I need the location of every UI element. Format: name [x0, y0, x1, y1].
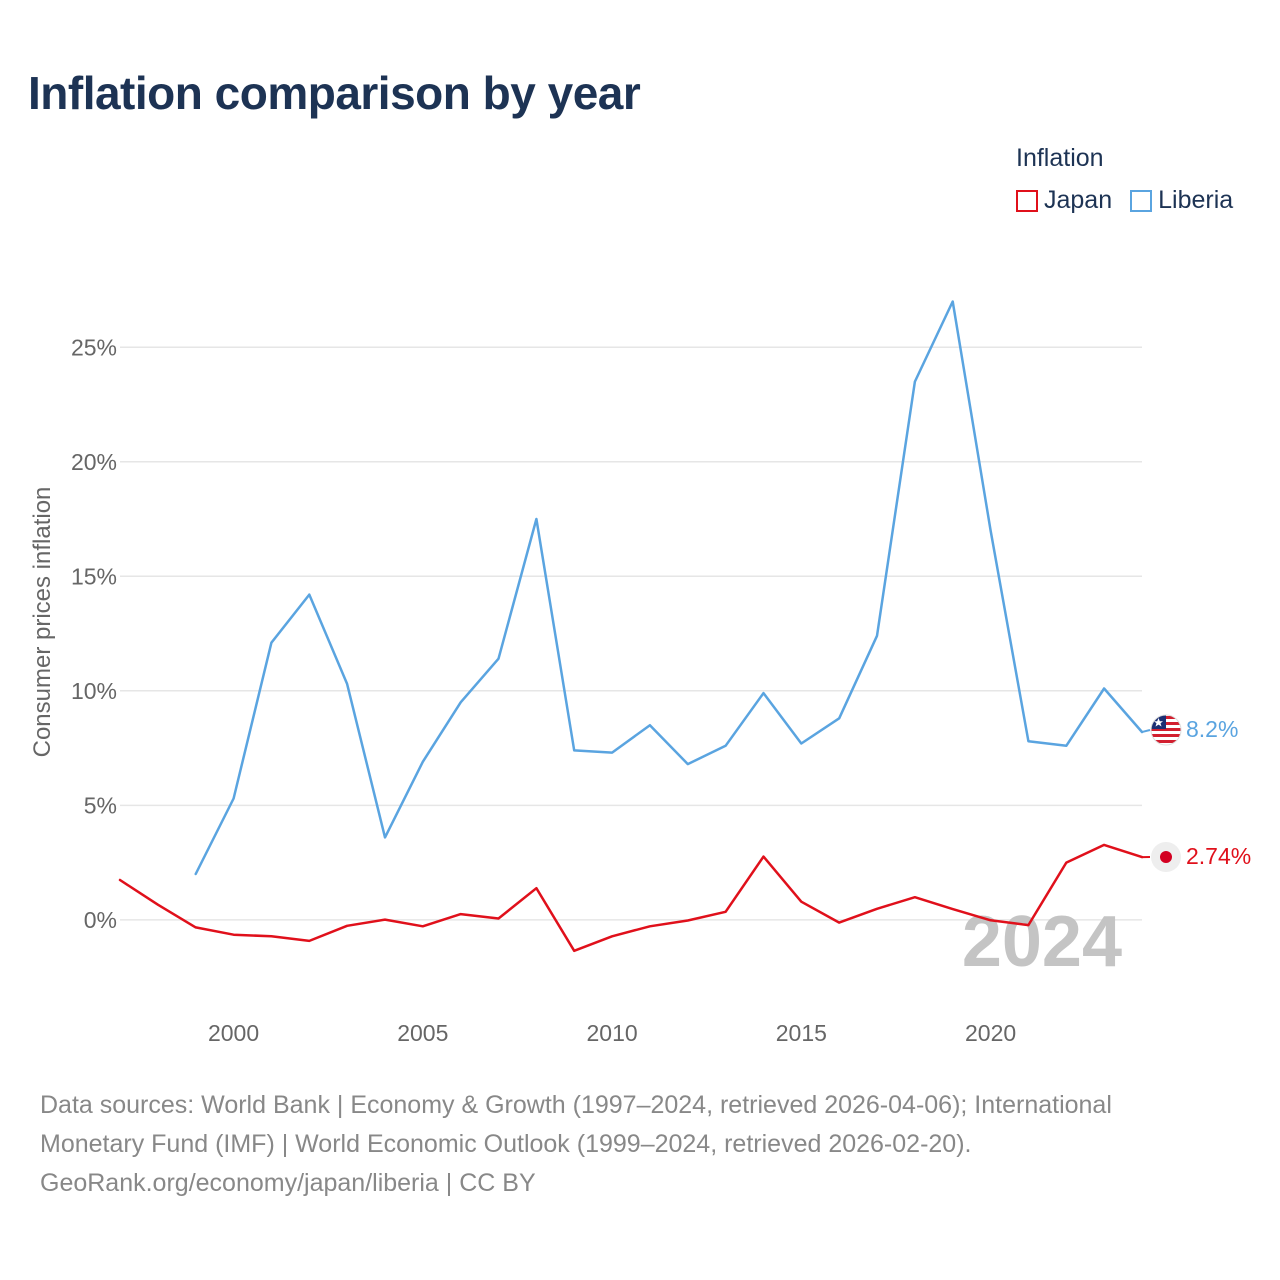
x-tick-label: 2010 — [586, 1020, 637, 1046]
x-tick-label: 2005 — [397, 1020, 448, 1046]
end-marker-japan: 2.74% — [1141, 842, 1251, 872]
y-tick-label: 25% — [71, 334, 117, 360]
end-connector-liberia — [1141, 729, 1151, 734]
legend-label-japan: Japan — [1044, 186, 1113, 214]
legend-item-liberia[interactable]: Liberia — [1130, 186, 1233, 215]
footer-line-2: Monetary Fund (IMF) | World Economic Out… — [40, 1130, 972, 1158]
x-tick-label: 2015 — [776, 1020, 827, 1046]
chart-title: Inflation comparison by year — [28, 67, 641, 119]
legend-swatch-liberia — [1130, 189, 1153, 212]
line-chart: 0% 5% 10% 15% 20% 25% 2000 2005 2010 2015 2020 20… — [29, 300, 1251, 1046]
footer-line-1: Data sources: World Bank | Economy & Gro… — [40, 1091, 1112, 1119]
series-lines — [118, 300, 1144, 953]
y-tick-label: 20% — [71, 449, 117, 475]
japan-flag-icon — [1151, 842, 1181, 872]
end-label-liberia: 8.2% — [1186, 716, 1238, 742]
y-tick-label: 0% — [84, 907, 117, 933]
x-tick-labels: 2000 2005 2010 2015 2020 — [208, 1020, 1016, 1046]
legend-label-liberia: Liberia — [1158, 186, 1234, 214]
y-tick-label: 15% — [71, 563, 117, 589]
legend-title: Inflation — [1016, 144, 1104, 172]
y-tick-labels: 0% 5% 10% 15% 20% 25% — [71, 334, 117, 933]
y-tick-label: 5% — [84, 792, 117, 818]
end-label-japan: 2.74% — [1186, 843, 1251, 869]
legend: Japan Liberia — [1016, 186, 1233, 215]
series-line-liberia — [194, 300, 1144, 876]
series-line-japan — [118, 843, 1144, 953]
footer-line-3: GeoRank.org/economy/japan/liberia | CC B… — [40, 1169, 536, 1197]
grid-lines — [120, 346, 1142, 921]
y-tick-label: 10% — [71, 678, 117, 704]
x-tick-label: 2020 — [965, 1020, 1016, 1046]
y-axis-label: Consumer prices inflation — [29, 487, 56, 758]
x-tick-label: 2000 — [208, 1020, 259, 1046]
end-marker-liberia: 8.2% — [1141, 714, 1238, 746]
footer-sources: Data sources: World Bank | Economy & Gro… — [40, 1086, 1240, 1203]
legend-swatch-japan — [1016, 189, 1038, 212]
year-watermark: 2024 — [962, 902, 1122, 982]
legend-item-japan[interactable]: Japan — [1016, 186, 1112, 215]
